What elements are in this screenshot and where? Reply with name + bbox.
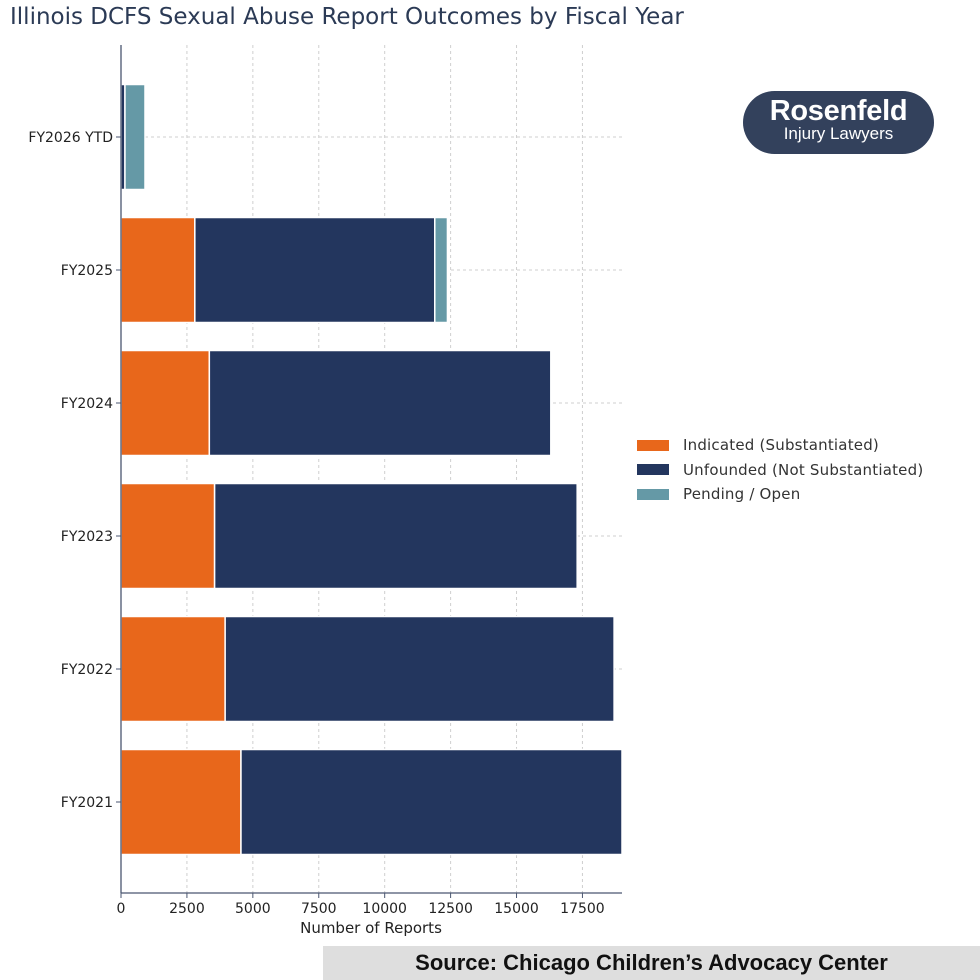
stacked-bar-chart: FY2026 YTD FY2025 FY2024 FY2023 FY2022 FY2021… [28, 45, 623, 937]
bar-indicated-fy2024 [120, 349, 211, 457]
legend-item-unfounded: Unfounded (Not Substantiated) [637, 458, 923, 483]
legend-label-indicated: Indicated (Substantiated) [683, 436, 879, 455]
y-tick-label: FY2026 YTD [28, 130, 113, 146]
y-tick-label: FY2023 [61, 529, 113, 545]
x-tick-label: 2500 [169, 901, 205, 917]
bar-pending-fy2026-ytd [124, 83, 146, 191]
bar-indicated-fy2022 [120, 615, 226, 723]
legend-swatch-pending [637, 488, 669, 500]
chart-title: Illinois DCFS Sexual Abuse Report Outcom… [10, 4, 684, 30]
legend-item-pending: Pending / Open [637, 482, 923, 507]
x-tick-label: 15000 [494, 901, 539, 917]
bar-indicated-fy2025 [120, 216, 196, 324]
source-banner: Source: Chicago Children’s Advocacy Cent… [323, 946, 980, 980]
legend-swatch-indicated [637, 439, 669, 451]
logo-tagline: Injury Lawyers [783, 124, 894, 143]
bar-indicated-fy2021 [120, 748, 242, 856]
x-tick-label: 10000 [362, 901, 407, 917]
x-tick-label: 17500 [560, 901, 605, 917]
legend-label-pending: Pending / Open [683, 485, 801, 504]
bar-unfounded-fy2025 [194, 216, 436, 324]
legend: Indicated (Substantiated) Unfounded (Not… [637, 433, 923, 507]
y-tick-label: FY2022 [61, 662, 113, 678]
logo-name: Rosenfeld [769, 95, 908, 127]
x-axis-label: Number of Reports [300, 919, 442, 937]
x-tick-label: 12500 [428, 901, 473, 917]
bar-unfounded-fy2023 [213, 482, 578, 590]
bar-unfounded-fy2022 [224, 615, 615, 723]
x-tick-label: 7500 [301, 901, 337, 917]
legend-swatch-unfounded [637, 464, 669, 476]
x-tick-label: 5000 [235, 901, 271, 917]
axes [116, 45, 622, 898]
bar-pending-fy2025 [434, 216, 449, 324]
x-tick-label: 0 [117, 901, 126, 917]
legend-label-unfounded: Unfounded (Not Substantiated) [683, 460, 924, 479]
bars [120, 83, 623, 856]
x-tick-labels: 0 2500 5000 7500 10000 12500 15000 17500 [117, 901, 605, 917]
bar-indicated-fy2023 [120, 482, 216, 590]
y-tick-labels: FY2026 YTD FY2025 FY2024 FY2023 FY2022 FY2021 [28, 130, 113, 811]
y-tick-label: FY2024 [61, 396, 113, 412]
source-text: Source: Chicago Children’s Advocacy Cent… [415, 950, 888, 975]
y-tick-label: FY2021 [61, 795, 113, 811]
legend-item-indicated: Indicated (Substantiated) [637, 433, 923, 458]
bar-unfounded-fy2021 [240, 748, 623, 856]
rosenfeld-logo: Rosenfeld Injury Lawyers [743, 91, 934, 154]
y-tick-label: FY2025 [61, 263, 113, 279]
bar-unfounded-fy2024 [208, 349, 552, 457]
